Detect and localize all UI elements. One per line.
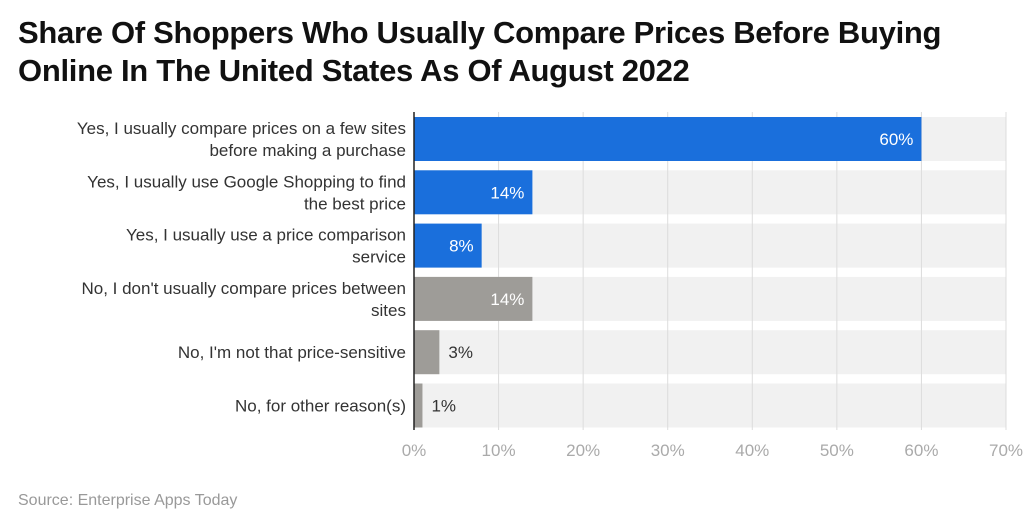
x-tick-label: 30% <box>651 441 685 460</box>
category-label: Yes, I usually compare prices on a few s… <box>77 119 406 138</box>
bar <box>414 383 423 428</box>
source-note: Source: Enterprise Apps Today <box>18 492 238 509</box>
x-tick-label: 20% <box>566 441 600 460</box>
data-label: 1% <box>431 397 456 416</box>
bar-background <box>414 330 1006 375</box>
data-label: 14% <box>490 183 524 202</box>
data-label: 14% <box>490 290 524 309</box>
category-label: service <box>352 248 406 267</box>
x-tick-label: 0% <box>402 441 427 460</box>
category-label: sites <box>371 301 406 320</box>
bar <box>414 276 533 321</box>
bar-background <box>414 383 1006 428</box>
category-label: No, I don't usually compare prices betwe… <box>81 279 406 298</box>
x-tick-label: 10% <box>482 441 516 460</box>
category-label: Yes, I usually use a price comparison <box>126 226 406 245</box>
bar <box>414 330 440 375</box>
chart-title: Share Of Shoppers Who Usually Compare Pr… <box>18 15 942 88</box>
bar <box>414 117 922 161</box>
x-tick-label: 50% <box>820 441 854 460</box>
category-label: Yes, I usually use Google Shopping to fi… <box>87 172 406 191</box>
x-tick-label: 40% <box>735 441 769 460</box>
bar-background <box>414 223 1006 268</box>
category-label: before making a purchase <box>209 141 406 160</box>
bar <box>414 223 482 268</box>
x-tick-label: 60% <box>904 441 938 460</box>
data-label: 8% <box>449 237 474 256</box>
data-label: 60% <box>879 130 913 149</box>
category-label: No, I'm not that price-sensitive <box>178 343 406 362</box>
bar <box>414 170 533 215</box>
category-label: No, for other reason(s) <box>235 397 406 416</box>
category-label: the best price <box>304 194 406 213</box>
x-tick-label: 70% <box>989 441 1023 460</box>
data-label: 3% <box>448 343 473 362</box>
